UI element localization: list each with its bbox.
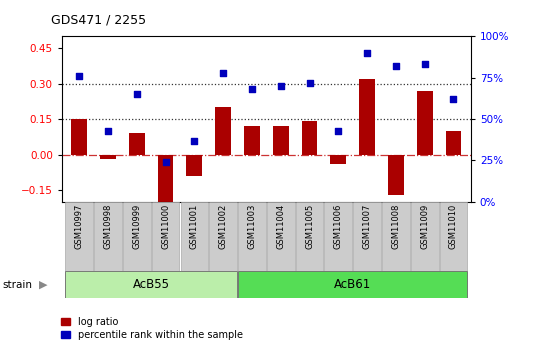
Point xyxy=(132,91,141,97)
Point xyxy=(75,73,83,79)
Bar xyxy=(353,202,381,271)
Bar xyxy=(302,121,317,155)
Text: GSM11005: GSM11005 xyxy=(305,204,314,249)
Bar xyxy=(186,155,202,176)
Bar xyxy=(417,91,433,155)
Text: GSM11006: GSM11006 xyxy=(334,204,343,249)
Bar xyxy=(94,202,122,271)
Text: GSM11009: GSM11009 xyxy=(420,204,429,249)
Bar xyxy=(330,155,346,164)
Bar xyxy=(152,202,179,271)
Bar xyxy=(238,202,266,271)
Bar xyxy=(123,202,151,271)
Bar xyxy=(440,202,468,271)
Point xyxy=(104,128,112,134)
Point xyxy=(392,63,400,69)
Text: GSM11008: GSM11008 xyxy=(391,204,400,249)
Text: AcB61: AcB61 xyxy=(334,278,371,291)
Bar xyxy=(324,202,352,271)
Point xyxy=(420,62,429,67)
Bar xyxy=(267,202,294,271)
Point xyxy=(277,83,285,89)
Text: GDS471 / 2255: GDS471 / 2255 xyxy=(51,14,146,27)
Text: GSM10999: GSM10999 xyxy=(132,204,141,249)
Bar xyxy=(359,79,375,155)
Bar xyxy=(215,107,231,155)
Legend: log ratio, percentile rank within the sample: log ratio, percentile rank within the sa… xyxy=(61,317,243,340)
Text: AcB55: AcB55 xyxy=(133,278,169,291)
Text: GSM10998: GSM10998 xyxy=(103,204,112,249)
Bar xyxy=(100,155,116,159)
Point xyxy=(305,80,314,85)
Text: GSM11004: GSM11004 xyxy=(276,204,285,249)
Bar xyxy=(238,271,468,298)
Bar xyxy=(296,202,323,271)
Bar xyxy=(129,133,145,155)
Text: strain: strain xyxy=(3,280,33,289)
Text: GSM11000: GSM11000 xyxy=(161,204,170,249)
Text: GSM11003: GSM11003 xyxy=(247,204,257,249)
Point xyxy=(161,159,170,165)
Point xyxy=(334,128,343,134)
Bar xyxy=(244,126,260,155)
Bar xyxy=(65,271,237,298)
Bar xyxy=(209,202,237,271)
Bar xyxy=(388,155,404,195)
Bar xyxy=(181,202,208,271)
Point xyxy=(363,50,371,56)
Bar xyxy=(411,202,438,271)
Text: GSM11002: GSM11002 xyxy=(218,204,228,249)
Bar xyxy=(71,119,87,155)
Point xyxy=(219,70,228,76)
Text: GSM11010: GSM11010 xyxy=(449,204,458,249)
Text: GSM10997: GSM10997 xyxy=(75,204,83,249)
Point xyxy=(449,96,458,102)
Bar xyxy=(158,155,173,204)
Text: GSM11007: GSM11007 xyxy=(363,204,372,249)
Bar xyxy=(382,202,410,271)
Bar xyxy=(273,126,288,155)
Text: ▶: ▶ xyxy=(39,280,47,289)
Point xyxy=(190,138,199,143)
Bar xyxy=(65,202,93,271)
Text: GSM11001: GSM11001 xyxy=(190,204,199,249)
Point xyxy=(247,87,256,92)
Bar xyxy=(445,131,462,155)
